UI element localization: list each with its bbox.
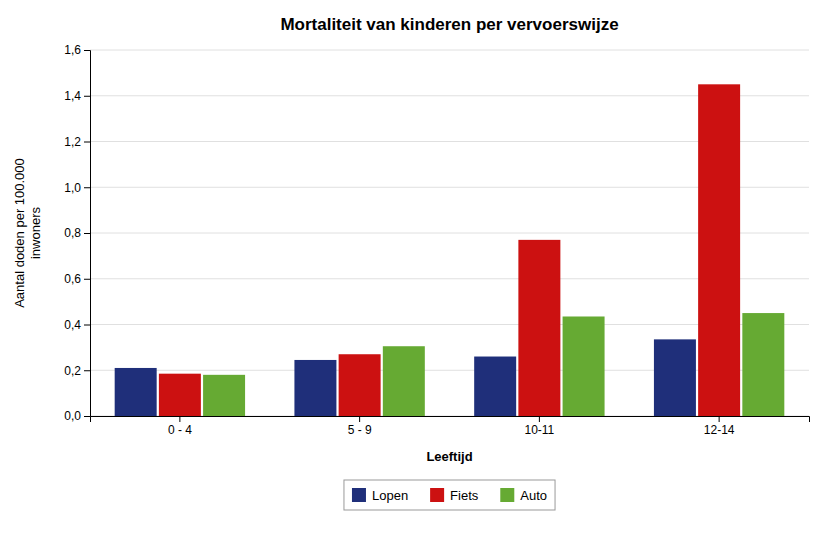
tick-mark: [179, 416, 180, 422]
tick: 1,2: [64, 135, 90, 149]
tick-mark: [84, 50, 90, 51]
bar: [159, 374, 201, 416]
legend-swatch: [500, 488, 514, 502]
bar: [474, 357, 516, 416]
tick-mark: [84, 325, 90, 326]
legend-label: Auto: [520, 488, 547, 503]
legend-item: Fiets: [430, 488, 479, 503]
bar: [698, 84, 740, 416]
bar: [115, 368, 157, 416]
tick-label: 1,2: [64, 135, 81, 149]
tick: 1,4: [64, 89, 90, 103]
y-axis-title-line: Aantal doden per 100.000: [12, 158, 27, 308]
bar: [383, 346, 425, 416]
axis-line: [91, 417, 810, 423]
grid-line: [90, 50, 809, 51]
bar: [742, 313, 784, 416]
y-axis-title: Aantal doden per 100.000inwoners: [12, 158, 43, 308]
y-axis-title-line: inwoners: [28, 206, 43, 259]
series: [159, 84, 740, 416]
tick-label: 0,8: [64, 226, 81, 240]
tick: 0,8: [64, 226, 90, 240]
plot: 0,0 0,2 0,4 0,6 0,8 1,0 1,2 1,4 1,6 0 - 4 5 - 9 10-…: [64, 43, 809, 436]
tick: 0,6: [64, 272, 90, 286]
chart: 0,0 0,2 0,4 0,6 0,8 1,0 1,2 1,4 1,6 0 - 4 5 - 9 10-…: [0, 0, 839, 536]
legend-item: Auto: [500, 488, 547, 503]
tick: 12-14: [704, 416, 735, 437]
tick-mark: [84, 370, 90, 371]
bar: [339, 354, 381, 416]
y-axis: 0,0 0,2 0,4 0,6 0,8 1,0 1,2 1,4 1,6: [64, 43, 90, 423]
tick: 1,0: [64, 181, 90, 195]
legend: Lopen Fiets Auto: [344, 480, 555, 510]
legend-label: Lopen: [372, 488, 408, 503]
bar: [518, 240, 560, 416]
legend-frame: [344, 480, 555, 510]
legend-label: Fiets: [450, 488, 479, 503]
legend-swatch: [430, 488, 444, 502]
tick: 1,6: [64, 43, 90, 57]
tick-label: 1,0: [64, 181, 81, 195]
tick: 0,2: [64, 364, 90, 378]
tick-label: 10-11: [524, 423, 554, 437]
x-axis: 0 - 4 5 - 9 10-11 12-14: [91, 416, 810, 437]
tick-mark: [84, 279, 90, 280]
tick-label: 12-14: [704, 423, 735, 437]
grid: [90, 50, 809, 416]
bar: [203, 375, 245, 416]
x-axis-title: Leeftijd: [426, 449, 472, 464]
tick-mark: [539, 416, 540, 422]
tick-mark: [84, 233, 90, 234]
tick-mark: [719, 416, 720, 422]
tick: 0,4: [64, 318, 90, 332]
legend-item: Lopen: [352, 488, 408, 503]
title: Mortaliteit van kinderen per vervoerswij…: [280, 15, 618, 34]
tick-mark: [84, 142, 90, 143]
tick-mark: [84, 96, 90, 97]
tick-label: 0,6: [64, 272, 81, 286]
bar: [654, 339, 696, 416]
tick: 10-11: [524, 416, 554, 437]
tick-label: 0,2: [64, 364, 81, 378]
tick-label: 0,4: [64, 318, 81, 332]
bar: [563, 316, 605, 416]
legend-swatch: [352, 488, 366, 502]
series: [115, 339, 696, 416]
series: [203, 313, 784, 416]
tick-mark: [84, 416, 90, 417]
tick-label: 5 - 9: [348, 423, 372, 437]
tick: 0 - 4: [168, 416, 192, 437]
axis-line: [84, 51, 91, 417]
tick-label: 0,0: [64, 409, 81, 423]
bar: [294, 360, 336, 416]
tick: 0,0: [64, 409, 90, 423]
tick: 5 - 9: [348, 416, 372, 437]
tick-label: 1,4: [64, 89, 81, 103]
tick-mark: [359, 416, 360, 422]
tick-mark: [84, 187, 90, 188]
tick-label: 1,6: [64, 43, 81, 57]
tick-label: 0 - 4: [168, 423, 192, 437]
bars: [115, 84, 785, 416]
